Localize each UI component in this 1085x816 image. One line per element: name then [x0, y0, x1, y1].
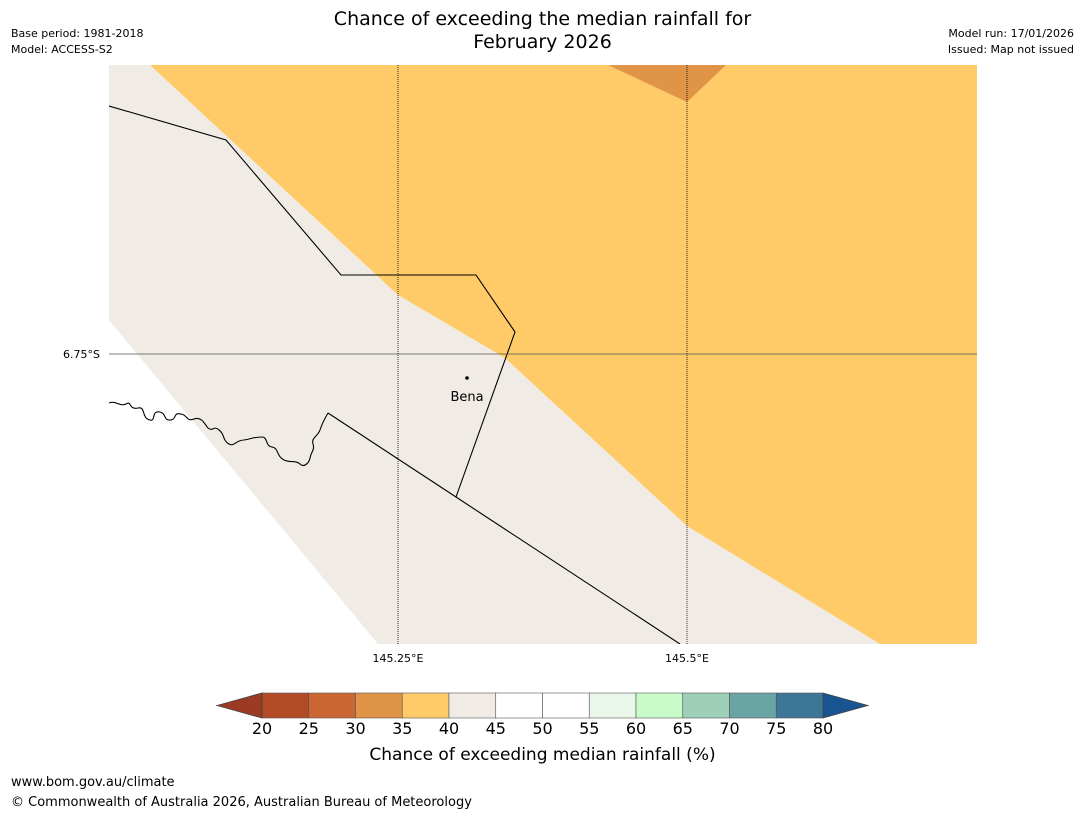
colorbar-cell — [775, 692, 824, 719]
province-boundary — [109, 105, 516, 498]
colorbar-right-arrow — [822, 692, 870, 719]
footer-copyright: © Commonwealth of Australia 2026, Austra… — [11, 795, 472, 810]
meta-right: Model run: 17/01/2026 Issued: Map not is… — [948, 26, 1074, 58]
colorbar-cell — [355, 692, 403, 719]
zone-30-35 — [608, 65, 726, 102]
lat-label: 6.75°S — [63, 348, 100, 361]
colorbar-cell — [261, 692, 310, 719]
colorbar-tick-label: 80 — [812, 719, 834, 738]
colorbar-cell — [401, 692, 450, 719]
colorbar — [215, 692, 870, 719]
colorbar-cell — [635, 692, 684, 719]
colorbar-tick-label: 50 — [532, 719, 553, 738]
colorbar-cell — [729, 692, 777, 719]
colorbar-tick-label: 45 — [485, 719, 506, 738]
zone-40-45 — [109, 65, 880, 644]
map-title: Chance of exceeding the median rainfall … — [200, 8, 885, 54]
colorbar-cell — [682, 692, 730, 719]
map-title-line2: February 2026 — [473, 31, 612, 53]
colorbar-cell — [588, 692, 637, 719]
colorbar-tick-label: 70 — [719, 719, 740, 738]
colorbar-tick-label: 25 — [298, 719, 319, 738]
rainfall-map: Bena 6.75°S 145.25°E 145.5°E — [63, 65, 977, 665]
colorbar-tick-label: 65 — [672, 719, 693, 738]
town-marker — [465, 376, 469, 380]
colorbar-cell — [542, 692, 590, 719]
colorbar-tick-label: 55 — [579, 719, 600, 738]
footer-url[interactable]: www.bom.gov.au/climate — [11, 775, 175, 790]
province-boundary-south — [327, 412, 681, 644]
map-title-line1: Chance of exceeding the median rainfall … — [333, 8, 752, 30]
lon-label-1: 145.25°E — [373, 652, 424, 665]
colorbar-left-arrow — [215, 692, 263, 719]
lon-label-2: 145.5°E — [665, 652, 709, 665]
issued-text: Issued: Map not issued — [947, 43, 1074, 56]
colorbar-cell — [448, 692, 497, 719]
colorbar-tick-label: 75 — [766, 719, 787, 738]
colorbar-cell — [308, 692, 356, 719]
colorbar-tick-label: 35 — [392, 719, 413, 738]
model-run-text: Model run: 17/01/2026 — [948, 27, 1074, 40]
colorbar-tick-label: 30 — [345, 719, 366, 738]
base-period-text: Base period: 1981-2018 — [11, 27, 144, 40]
model-text: Model: ACCESS-S2 — [11, 43, 113, 56]
coastline — [109, 401, 329, 466]
colorbar-cell — [495, 692, 543, 719]
colorbar-tick-label: 60 — [625, 719, 647, 738]
zone-35-40 — [150, 65, 977, 644]
colorbar-tick-label: 20 — [251, 719, 273, 738]
colorbar-tick-label: 40 — [438, 719, 460, 738]
town-label: Bena — [450, 390, 483, 405]
colorbar-label: Chance of exceeding median rainfall (%) — [369, 745, 716, 765]
meta-left: Base period: 1981-2018 Model: ACCESS-S2 — [11, 26, 143, 58]
